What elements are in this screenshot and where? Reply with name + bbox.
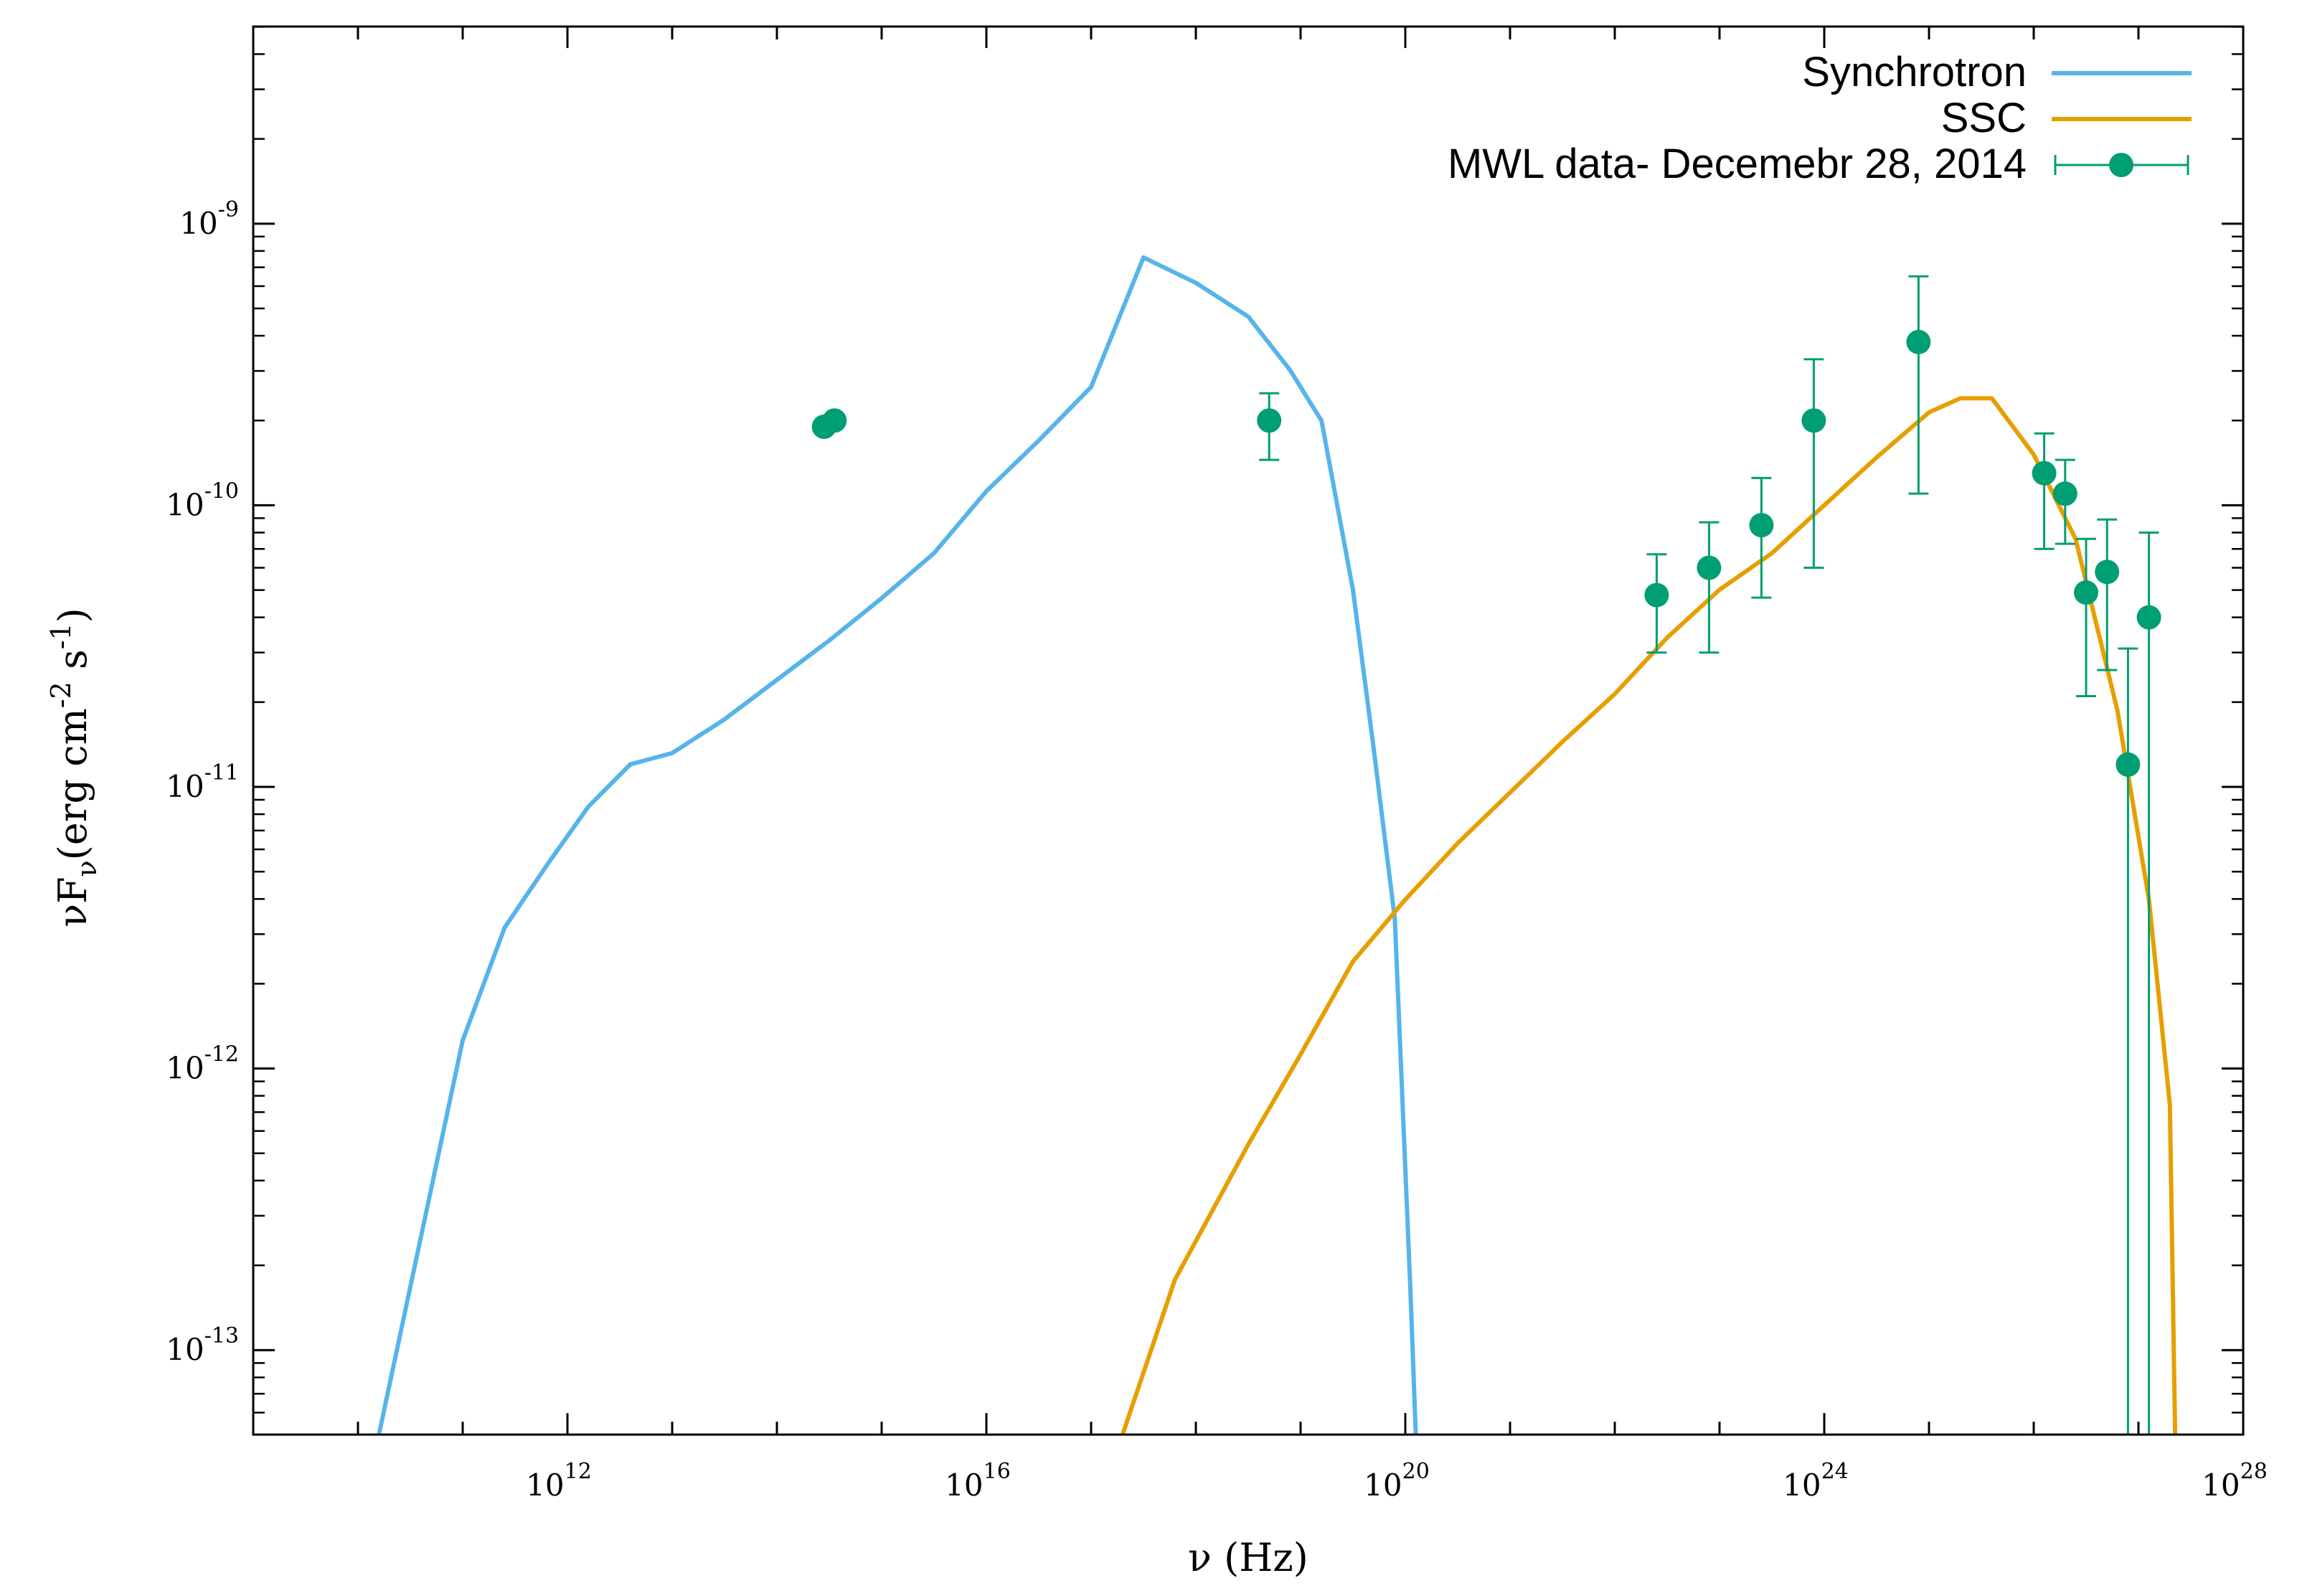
data-point: [1644, 553, 1669, 654]
data-marker: [2074, 580, 2098, 605]
data-point: [1749, 476, 1774, 599]
y-tick-label: 10-10: [166, 478, 239, 522]
y-tick-label: 10-12: [166, 1042, 239, 1086]
y-tick-labels: 10-9 10-10 10-11 10-12 10-13: [166, 197, 239, 1367]
data-point: [1257, 392, 1282, 461]
legend-label-synchrotron: Synchrotron: [1802, 49, 2027, 95]
legend-marker-mwl-data: [2054, 153, 2189, 177]
series-line-synchrotron: [377, 255, 1418, 1435]
x-tick-label: 1012: [526, 1459, 592, 1503]
legend-label-mwl-data: MWL data- Decemebr 28, 2014: [1448, 141, 2027, 187]
y-axis-title-mid: s: [50, 649, 95, 681]
data-marker: [1697, 555, 1722, 580]
data-marker: [1257, 408, 1282, 433]
legend: Synchrotron SSC MWL data- Decemebr 28, 2…: [1448, 49, 2192, 187]
data-point: [1697, 521, 1722, 654]
legend-label-ssc: SSC: [1941, 95, 2027, 141]
axis-ticks: [252, 26, 2245, 1435]
x-axis-title: ν (Hz): [1188, 1535, 1308, 1580]
series-line-ssc: [1120, 396, 2178, 1435]
y-tick-label: 10-9: [179, 197, 239, 241]
data-marker: [1801, 408, 1826, 433]
y-tick-label: 10-11: [166, 760, 239, 804]
x-tick-label: 1024: [1783, 1459, 1849, 1503]
data-point: [2052, 458, 2077, 545]
x-tick-label: 1028: [2202, 1459, 2268, 1503]
data-point: [2136, 531, 2161, 1435]
y-axis-title-exp2: -1: [45, 623, 77, 649]
data-marker: [1644, 582, 1669, 608]
x-tick-labels: 1012 1016 1020 1024 1028: [526, 1459, 2268, 1503]
y-axis-title-units: (erg cm: [50, 708, 95, 860]
y-axis-title-sub: ν: [71, 860, 103, 877]
data-marker: [2136, 605, 2161, 630]
x-tick-label: 1020: [1364, 1459, 1430, 1503]
data-marker: [2052, 481, 2077, 506]
data-marker: [1906, 329, 1931, 354]
data-marker: [2116, 752, 2141, 777]
plot-frame: [252, 25, 2245, 1436]
data-marker: [1749, 513, 1774, 538]
data-point: [2074, 537, 2098, 698]
data-point: [1906, 275, 1931, 495]
data-point: [822, 408, 847, 433]
x-tick-label: 1016: [945, 1459, 1011, 1503]
y-axis-title-exp1: -2: [45, 681, 77, 708]
data-point: [2095, 518, 2120, 671]
data-marker: [2032, 461, 2057, 486]
y-axis-title-prefix: νF: [50, 877, 95, 927]
data-point: [2116, 647, 2141, 1435]
data-marker: [2095, 559, 2120, 585]
data-point: [1801, 358, 1826, 570]
y-tick-label: 10-13: [166, 1323, 239, 1367]
y-axis-title: νFν(erg cm-2 s-1): [45, 608, 103, 927]
data-marker: [822, 408, 847, 433]
series-layer: [377, 255, 2178, 1435]
data-point: [2032, 432, 2057, 550]
y-axis-title-close: ): [50, 608, 95, 623]
